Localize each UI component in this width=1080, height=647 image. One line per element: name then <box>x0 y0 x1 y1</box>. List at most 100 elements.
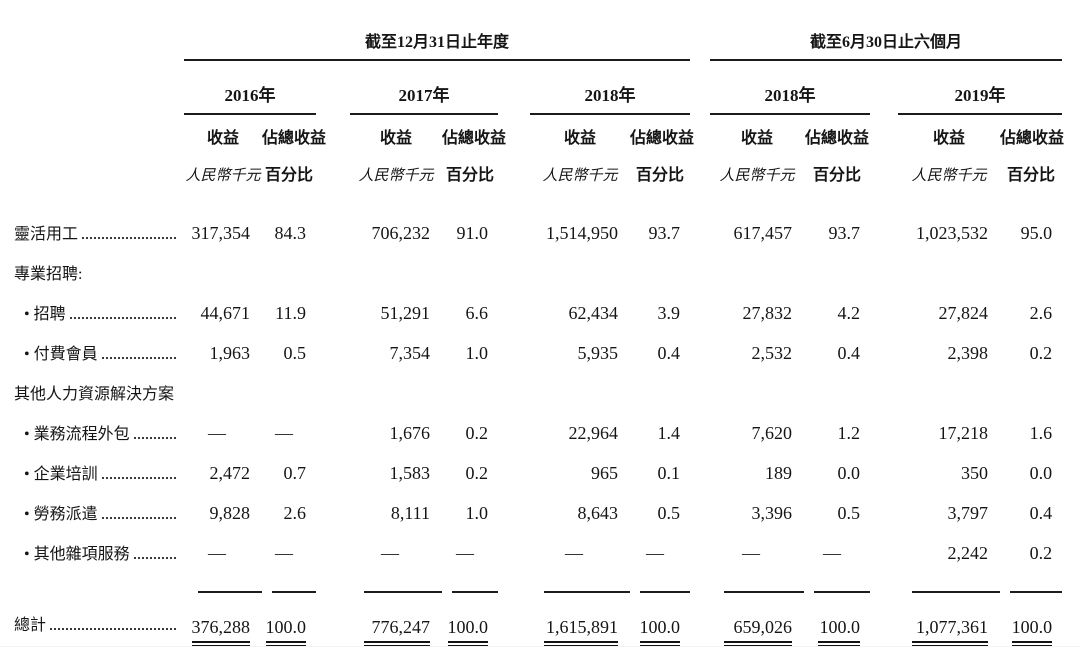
total-pct-cell: 100.0 <box>1000 593 1062 647</box>
pct-cell <box>442 371 498 411</box>
row-label-text: 靈活用工 <box>14 226 79 243</box>
revenue-cell: 5,935 <box>577 343 619 363</box>
pct-subheader: 佔總收益 <box>442 130 507 147</box>
table-body: 靈活用工 317,354 84.3 706,232 91.0 1,514,950… <box>14 185 1062 571</box>
revenue-cell: 706,232 <box>371 223 431 243</box>
revenue-cell <box>710 371 804 411</box>
row-label: • 業務流程外包 <box>14 411 184 451</box>
row-label: 靈活用工 <box>14 185 184 251</box>
dot-leader <box>101 477 176 479</box>
total-top-rule-row <box>14 569 1063 593</box>
dot-leader <box>133 437 176 439</box>
total-pct-cell: 100.0 <box>442 593 498 647</box>
pct-cell: 2.6 <box>283 503 307 523</box>
pct-cell: — <box>275 423 293 443</box>
revenue-cell <box>710 251 804 291</box>
revenue-subheader: 收益 <box>379 130 412 147</box>
rule-segment <box>814 569 871 593</box>
table-row: 靈活用工 317,354 84.3 706,232 91.0 1,514,950… <box>14 185 1062 251</box>
year-header-row: 2016年 2017年 2018年 2018年 2019年 <box>14 60 1063 115</box>
pct-subheader: 佔總收益 <box>1000 130 1065 147</box>
row-label-text: • 企業培訓 <box>24 466 98 483</box>
dot-leader <box>69 317 176 319</box>
year-header-2019: 2019年 <box>898 60 1063 115</box>
pct-cell: 84.3 <box>274 223 307 243</box>
year-header-2017: 2017年 <box>350 60 498 115</box>
revenue-unit-label: 人民幣千元 <box>185 168 261 184</box>
revenue-cell: 189 <box>765 463 793 483</box>
pct-cell: 0.4 <box>1029 503 1053 523</box>
row-label: • 其他雜項服務 <box>14 531 184 571</box>
pct-cell: 0.5 <box>283 343 307 363</box>
pct-cell: 0.2 <box>1029 543 1053 563</box>
revenue-subheader: 收益 <box>206 130 239 147</box>
revenue-cell: 2,398 <box>947 343 989 363</box>
total-revenue-cell: 776,247 <box>350 593 442 647</box>
pct-cell: 2.6 <box>1029 303 1053 323</box>
revenue-cell: — <box>565 543 583 563</box>
revenue-cell: 965 <box>591 463 618 483</box>
revenue-cell: 27,824 <box>938 303 989 323</box>
revenue-cell: — <box>381 543 399 563</box>
rule-segment <box>1010 569 1063 593</box>
pct-cell: 0.2 <box>465 423 489 443</box>
total-pct-cell: 100.0 <box>630 593 690 647</box>
revenue-cell: 1,514,950 <box>546 223 618 243</box>
subheader-row: 收益 佔總收益 收益 佔總收益 收益 佔總收益 收益 佔總收益 收益 佔總收益 <box>14 114 1065 148</box>
dot-leader <box>133 557 176 559</box>
row-label-text: • 其他雜項服務 <box>24 546 130 563</box>
total-value: 659,026 <box>724 617 793 647</box>
total-value: 100.0 <box>639 617 681 647</box>
revenue-cell: 9,828 <box>209 503 251 523</box>
row-label: 專業招聘: <box>14 251 184 291</box>
table-row: • 其他雜項服務 — — — — — — — — 2,242 0.2 <box>14 531 1062 571</box>
pct-cell <box>630 371 690 411</box>
total-pct-cell: 100.0 <box>804 593 870 647</box>
total-label-cell: 總計 <box>14 593 184 647</box>
pct-cell: — <box>823 543 842 563</box>
row-label: • 勞務派遣 <box>14 491 184 531</box>
row-label-text: • 付費會員 <box>24 346 98 363</box>
pct-cell: 1.6 <box>1029 423 1053 443</box>
pct-cell: 0.1 <box>657 463 681 483</box>
row-label-text: • 勞務派遣 <box>24 506 98 523</box>
pct-cell: 0.7 <box>283 463 307 483</box>
pct-unit-label: 百分比 <box>264 167 313 184</box>
revenue-cell: 617,457 <box>733 223 793 243</box>
pct-cell <box>1000 251 1062 291</box>
revenue-unit-label: 人民幣千元 <box>542 168 618 184</box>
table-row: • 付費會員 1,963 0.5 7,354 1.0 5,935 0.4 2,5… <box>14 331 1062 371</box>
pct-cell: 4.2 <box>837 303 861 323</box>
pct-cell: 0.5 <box>837 503 861 523</box>
pct-cell: — <box>646 543 664 563</box>
total-value: 100.0 <box>818 617 861 647</box>
row-label: 其他人力資源解決方案 <box>14 371 184 411</box>
revenue-cell <box>530 251 630 291</box>
row-label-text: • 招聘 <box>24 306 66 323</box>
revenue-cell <box>184 371 262 411</box>
period-header-row: 截至12月31日止年度 截至6月30日止六個月 <box>14 16 1063 61</box>
rule-segment <box>724 569 805 593</box>
pct-cell <box>1000 371 1062 411</box>
revenue-cell <box>530 371 630 411</box>
pct-unit-label: 百分比 <box>813 167 862 184</box>
revenue-cell: 44,671 <box>200 303 251 323</box>
table-row: • 企業培訓 2,472 0.7 1,583 0.2 965 0.1 189 0… <box>14 451 1062 491</box>
pct-cell: — <box>456 543 474 563</box>
revenue-unit-label: 人民幣千元 <box>358 168 434 184</box>
revenue-subheader: 收益 <box>563 130 596 147</box>
period-header-annual: 截至12月31日止年度 <box>184 16 691 61</box>
revenue-cell: 2,242 <box>947 543 989 563</box>
rule-segment <box>544 569 630 593</box>
revenue-cell <box>184 251 262 291</box>
total-pct-cell: 100.0 <box>262 593 316 647</box>
revenue-unit-label: 人民幣千元 <box>719 168 795 184</box>
pct-cell: — <box>275 543 293 563</box>
row-label: • 付費會員 <box>14 331 184 371</box>
pct-cell: 0.4 <box>657 343 681 363</box>
row-label: • 招聘 <box>14 291 184 331</box>
pct-cell: 95.0 <box>1020 223 1053 243</box>
pct-cell: 93.7 <box>648 223 681 243</box>
revenue-cell: 62,434 <box>568 303 619 323</box>
total-label: 總計 <box>14 617 47 634</box>
